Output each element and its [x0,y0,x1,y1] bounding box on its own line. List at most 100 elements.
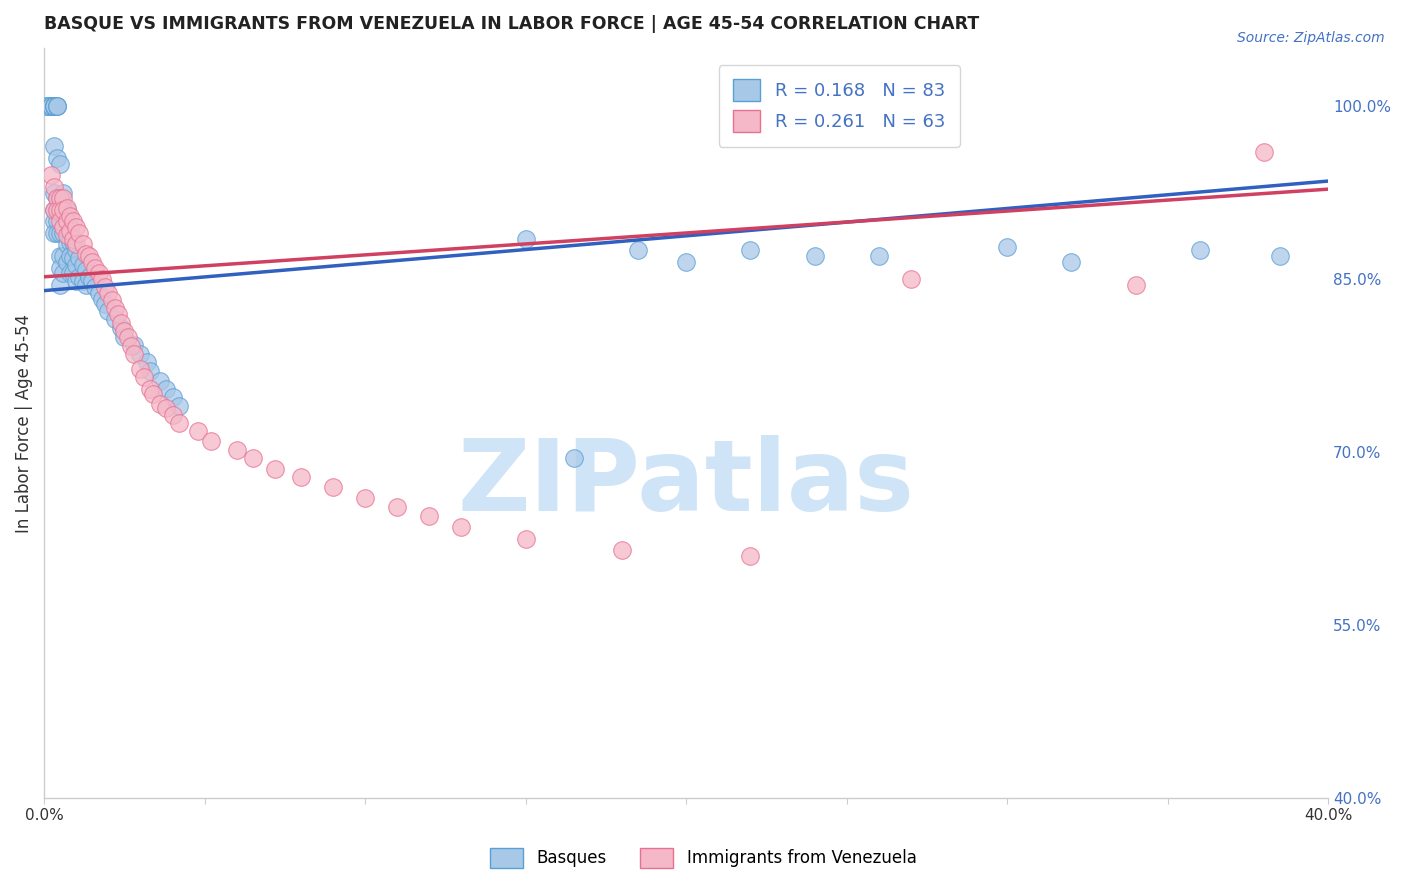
Point [200,434,222,448]
Point [62,252,84,266]
Point [49,191,72,205]
Point [49,260,72,275]
Point [94,297,117,311]
Point [110,320,132,334]
Point [149,374,172,388]
Point [39,169,62,183]
Point [84,260,107,275]
Point [52,191,75,205]
Point [42,202,65,217]
Point [49,191,72,205]
Point [77,269,100,284]
Point [46,99,69,113]
Legend: R = 0.168   N = 83, R = 0.261   N = 63: R = 0.168 N = 83, R = 0.261 N = 63 [718,65,959,147]
Point [72,237,94,252]
Point [62,232,84,246]
Point [149,397,172,411]
Point [65,220,87,235]
Point [82,254,104,268]
Point [1125,277,1147,292]
Point [46,202,69,217]
Point [52,202,75,217]
Point [59,224,82,238]
Point [104,312,127,326]
Point [55,237,77,252]
Point [77,249,100,263]
Point [322,480,344,494]
Point [46,99,69,113]
Point [52,226,75,240]
Point [97,304,120,318]
Point [46,226,69,240]
Point [515,232,537,246]
Point [49,214,72,228]
Point [42,99,65,113]
Point [75,263,97,277]
Point [135,355,157,369]
Point [72,258,94,272]
Point [59,249,82,263]
Point [450,520,472,534]
Point [42,99,65,113]
Point [42,139,65,153]
Point [112,330,135,344]
Point [42,186,65,200]
Point [49,202,72,217]
Point [37,99,59,113]
Point [62,214,84,228]
Point [418,508,440,523]
Point [139,364,162,378]
Point [39,99,62,113]
Point [122,347,145,361]
Point [65,258,87,272]
Point [62,266,84,280]
Point [94,280,117,294]
Point [1188,244,1211,258]
Point [187,425,209,439]
Point [42,202,65,217]
Point [122,338,145,352]
Point [562,450,585,465]
Point [46,202,69,217]
Point [37,99,59,113]
Point [90,272,112,286]
Point [100,293,122,307]
Point [65,274,87,288]
Point [49,277,72,292]
Point [627,244,650,258]
Point [84,280,107,294]
Point [55,220,77,235]
Y-axis label: In Labor Force | Age 45-54: In Labor Force | Age 45-54 [15,314,32,533]
Point [1253,145,1275,160]
Point [67,252,90,266]
Point [62,235,84,250]
Point [39,99,62,113]
Point [104,301,127,315]
Point [55,228,77,243]
Point [67,269,90,284]
Point [39,99,62,113]
Point [117,330,139,344]
Point [112,324,135,338]
Text: Source: ZipAtlas.com: Source: ZipAtlas.com [1237,31,1385,45]
Point [107,307,129,321]
Point [139,382,162,396]
Point [46,191,69,205]
Point [59,209,82,223]
Point [72,274,94,288]
Point [110,316,132,330]
Point [290,470,312,484]
Point [242,450,264,465]
Point [868,249,890,263]
Point [515,532,537,546]
Point [90,292,112,306]
Point [82,274,104,288]
Point [264,462,287,476]
Point [75,246,97,260]
Point [59,266,82,280]
Point [155,382,177,396]
Point [995,240,1018,254]
Point [42,99,65,113]
Point [42,99,65,113]
Point [46,99,69,113]
